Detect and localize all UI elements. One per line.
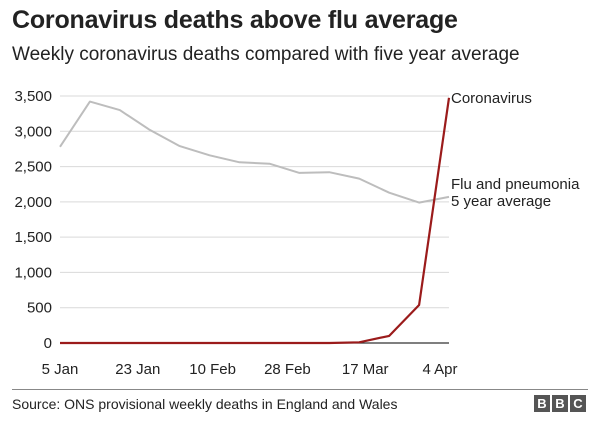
line-chart: 0 500 1,000 1,500 2,000 2,500 3,000 3,500 5 Jan… — [14, 88, 580, 378]
y-tick-label: 3,500 — [14, 88, 52, 105]
y-axis-ticks: 0 500 1,000 1,500 2,000 2,500 3,000 3,500 — [14, 88, 52, 352]
x-tick-label: 4 Apr — [423, 361, 458, 378]
logo-letter: B — [552, 395, 568, 412]
y-tick-label: 1,000 — [14, 264, 52, 281]
y-tick-label: 500 — [27, 300, 52, 317]
logo-letter: B — [534, 395, 550, 412]
y-tick-label: 3,000 — [14, 123, 52, 140]
grid-lines — [60, 95, 449, 344]
chart-subtitle: Weekly coronavirus deaths compared with … — [12, 44, 520, 65]
series-line-coronavirus — [60, 97, 451, 345]
y-tick-label: 2,500 — [14, 159, 52, 176]
series-label: 5 year average — [451, 193, 551, 210]
bbc-logo: B B C — [534, 395, 586, 412]
series-label: Flu and pneumonia — [451, 176, 580, 193]
x-tick-label: 17 Mar — [342, 361, 389, 378]
y-tick-label: 2,000 — [14, 194, 52, 211]
series-lines — [59, 97, 451, 345]
logo-letter: C — [570, 395, 586, 412]
x-tick-label: 10 Feb — [189, 361, 236, 378]
x-tick-label: 5 Jan — [42, 361, 79, 378]
y-tick-label: 0 — [44, 335, 52, 352]
x-tick-label: 23 Jan — [115, 361, 160, 378]
chart-title: Coronavirus deaths above flu average — [12, 6, 458, 34]
source-note: Source: ONS provisional weekly deaths in… — [12, 396, 398, 412]
footer-divider — [12, 389, 588, 390]
x-axis-ticks: 5 Jan 23 Jan 10 Feb 28 Feb 17 Mar 4 Apr — [42, 361, 458, 378]
series-line-flu-average — [59, 100, 450, 204]
x-tick-label: 28 Feb — [264, 361, 311, 378]
y-tick-label: 1,500 — [14, 229, 52, 246]
series-label: Coronavirus — [451, 90, 532, 107]
